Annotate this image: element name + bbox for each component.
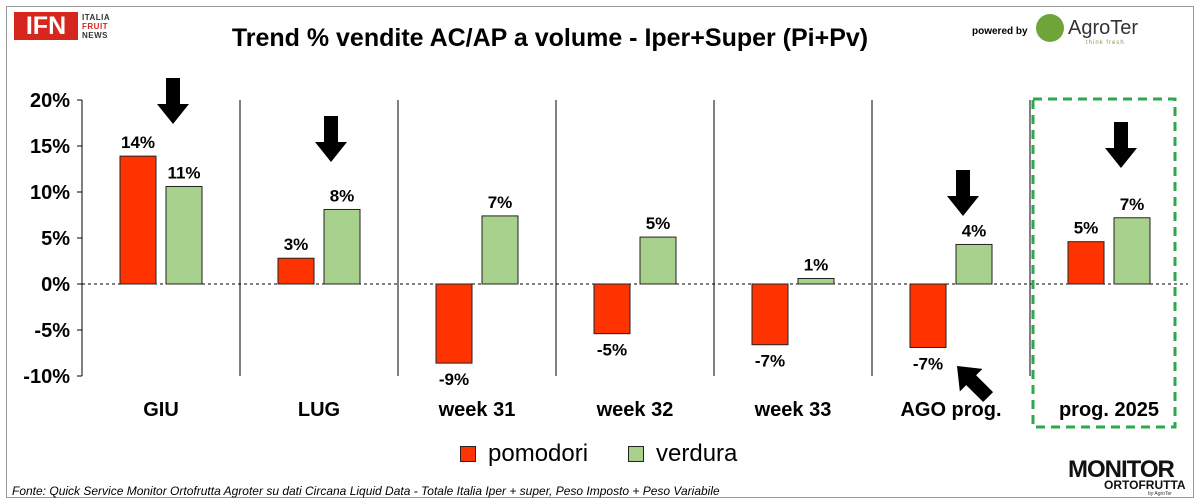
chart-title: Trend % vendite AC/AP a volume - Iper+Su… bbox=[231, 24, 869, 52]
monitor-logo-main: MONITOR bbox=[1068, 456, 1175, 483]
monitor-logo-by: by AgroTer bbox=[1148, 491, 1172, 497]
legend-label-verdura: verdura bbox=[656, 440, 738, 467]
monitor-ortofrutta-logo: MONITOR ORTOFRUTTA by AgroTer bbox=[1068, 456, 1192, 497]
legend-swatch-pomodori bbox=[460, 446, 476, 462]
powered-by-label: powered by bbox=[972, 26, 1028, 37]
agroter-name: AgroTer bbox=[1068, 17, 1139, 39]
ifn-logo-line-2: FRUIT bbox=[82, 22, 109, 31]
chart-frame bbox=[6, 6, 1194, 498]
legend-swatch-verdura bbox=[628, 446, 644, 462]
ifn-logo-text: ITALIA FRUIT NEWS bbox=[82, 13, 110, 40]
ifn-logo-mark: IFN bbox=[14, 12, 78, 40]
agroter-tagline: think fresh bbox=[1086, 40, 1125, 46]
ifn-logo-line-3: NEWS bbox=[82, 31, 108, 40]
source-note: Fonte: Quick Service Monitor Ortofrutta … bbox=[12, 484, 720, 498]
ifn-logo-line-1: ITALIA bbox=[82, 13, 111, 22]
legend-label-pomodori: pomodori bbox=[488, 440, 589, 467]
monitor-logo-sub: ORTOFRUTTA bbox=[1104, 478, 1186, 492]
agroter-logo: AgroTer think fresh bbox=[1036, 14, 1146, 46]
ifn-logo: IFN ITALIA FRUIT NEWS bbox=[14, 12, 126, 42]
agroter-leaf-icon bbox=[1036, 14, 1064, 42]
